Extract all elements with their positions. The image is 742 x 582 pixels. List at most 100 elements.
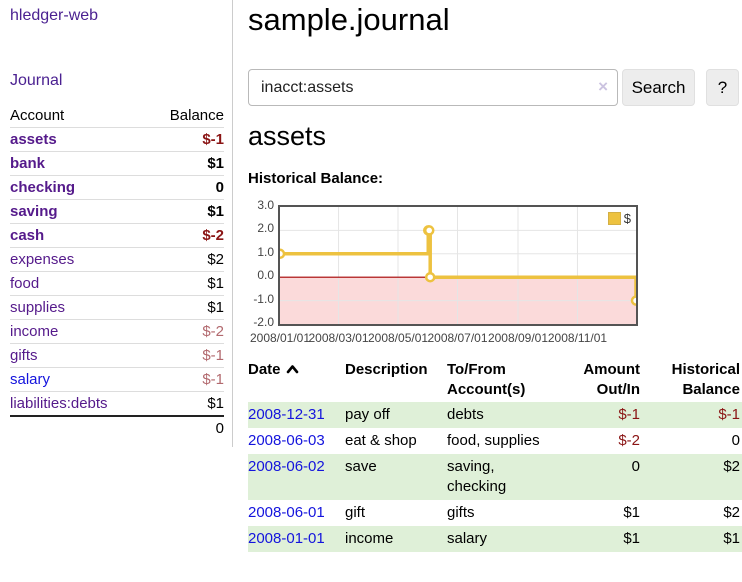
legend-label: $ [623,211,631,226]
help-button[interactable]: ? [706,69,739,106]
clear-search-icon[interactable]: × [598,77,608,96]
account-row: expenses $2 [10,247,224,272]
balance-column-header: Balance [169,107,224,124]
register-balance: $2 [723,504,740,521]
account-link-saving[interactable]: saving [10,203,58,220]
balance-chart: 3.0 2.0 1.0 0.0 -1.0 -2.0 $ 2008/01/01 2008/03… [248,198,668,348]
sidebar-item-journal[interactable]: Journal [10,72,63,89]
account-link-gifts[interactable]: gifts [10,347,38,364]
account-row: saving $1 [10,199,224,224]
register-amount: $1 [557,526,642,552]
main-content: sample.journal × Search ? assets Histori… [248,0,742,582]
sidebar: hledger-web Journal Account Balance asse… [0,0,233,447]
account-balance: $-1 [147,127,224,152]
account-balance: $1 [147,295,224,320]
account-link-checking[interactable]: checking [10,179,76,196]
register-header-date[interactable]: Date [248,358,345,402]
y-tick-label: 2.0 [257,221,274,236]
register-balance: 0 [731,432,740,449]
legend-swatch-icon [607,212,621,225]
date-link[interactable]: 2008-12-31 [248,406,325,423]
account-row: assets $-1 [10,127,224,152]
account-balance: $1 [147,271,224,296]
account-row: food $1 [10,271,224,296]
x-tick-label: 2008/09/01 [487,331,548,345]
account-row: cash $-2 [10,223,224,248]
register-table: Date Description To/From Account(s) Amou… [248,358,742,552]
register-row: 2008-12-31 pay off debts $-1 $-1 [248,402,742,428]
account-balance: $-1 [147,343,224,368]
y-tick-label: 3.0 [257,198,274,212]
register-header-accounts: To/From Account(s) [447,361,526,398]
register-amount: 0 [557,454,642,500]
search-button[interactable]: Search [622,69,695,106]
date-link[interactable]: 2008-06-02 [248,458,325,475]
register-balance: $-1 [642,402,742,428]
register-row: 2008-06-03 eat & shop food, supplies $-2 0 [248,428,742,454]
account-row: liabilities:debts $1 [10,391,224,416]
search-row: × Search ? [248,69,742,106]
accounts-total-balance: 0 [147,415,224,440]
chart-label: Historical Balance: [248,170,384,187]
register-description: gift [345,504,366,521]
account-link-bank[interactable]: bank [10,155,46,172]
account-balance: $-2 [147,223,224,248]
register-balance: $2 [642,454,742,500]
register-description: save [345,454,447,500]
register-accounts: food, supplies [447,432,540,449]
account-link-liabilities-debts[interactable]: liabilities:debts [10,395,108,412]
x-tick-label: 2008/07/01 [427,331,488,345]
register-row: 2008-06-02 save saving, checking 0 $2 [248,454,742,500]
register-description: eat & shop [345,432,417,449]
account-balance: $1 [147,391,224,416]
y-tick-label: 0.0 [257,268,274,283]
register-header-description: Description [345,361,428,378]
register-row: 2008-01-01 income salary $1 $1 [248,526,742,552]
account-row: salary $-1 [10,367,224,392]
account-link-food[interactable]: food [10,275,40,292]
account-link-cash[interactable]: cash [10,227,45,244]
accounts-column-header: Account [10,107,65,124]
account-link-income[interactable]: income [10,323,59,340]
app-title-link[interactable]: hledger-web [10,7,99,24]
register-amount: $1 [623,504,640,521]
register-description: income [345,526,447,552]
register-balance: $1 [642,526,742,552]
account-heading: assets [248,121,327,151]
account-link-supplies[interactable]: supplies [10,299,66,316]
register-accounts: debts [447,402,557,428]
date-link[interactable]: 2008-01-01 [248,530,325,547]
search-input[interactable] [248,69,618,106]
date-link[interactable]: 2008-06-01 [248,504,325,521]
date-link[interactable]: 2008-06-03 [248,432,325,449]
x-tick-label: 2008/11/01 [547,331,608,345]
register-header-balance: Historical Balance [671,361,740,398]
accounts-table: Account Balance assets $-1 bank $1 checking 0… [10,104,224,440]
register-amount: $-2 [618,432,640,449]
register-accounts: gifts [447,504,475,521]
register-description: pay off [345,402,447,428]
account-balance: $-1 [147,367,224,392]
account-row: bank $1 [10,151,224,176]
x-tick-label: 2008/05/01 [367,331,429,345]
chart-legend: $ [607,211,631,226]
page-title: sample.journal [248,2,450,37]
y-tick-label: -1.0 [253,291,274,306]
register-accounts: salary [447,526,557,552]
sort-ascending-icon [286,360,299,380]
chart-canvas [280,207,636,324]
register-amount: $-1 [557,402,642,428]
chart-plot-area: $ [278,205,638,326]
account-row: checking 0 [10,175,224,200]
account-link-assets[interactable]: assets [10,131,57,148]
accounts-total-row: 0 [10,415,224,440]
register-accounts: saving, checking [447,454,557,500]
account-link-salary[interactable]: salary [10,371,51,388]
y-tick-label: 1.0 [257,244,274,259]
x-tick-label: 2008/01/01 [249,331,311,345]
account-link-expenses[interactable]: expenses [10,251,75,268]
x-tick-label: 2008/03/01 [308,331,369,345]
register-row: 2008-06-01 gift gifts $1 $2 [248,500,742,526]
account-balance: $1 [147,151,224,176]
account-balance: $2 [147,247,224,272]
